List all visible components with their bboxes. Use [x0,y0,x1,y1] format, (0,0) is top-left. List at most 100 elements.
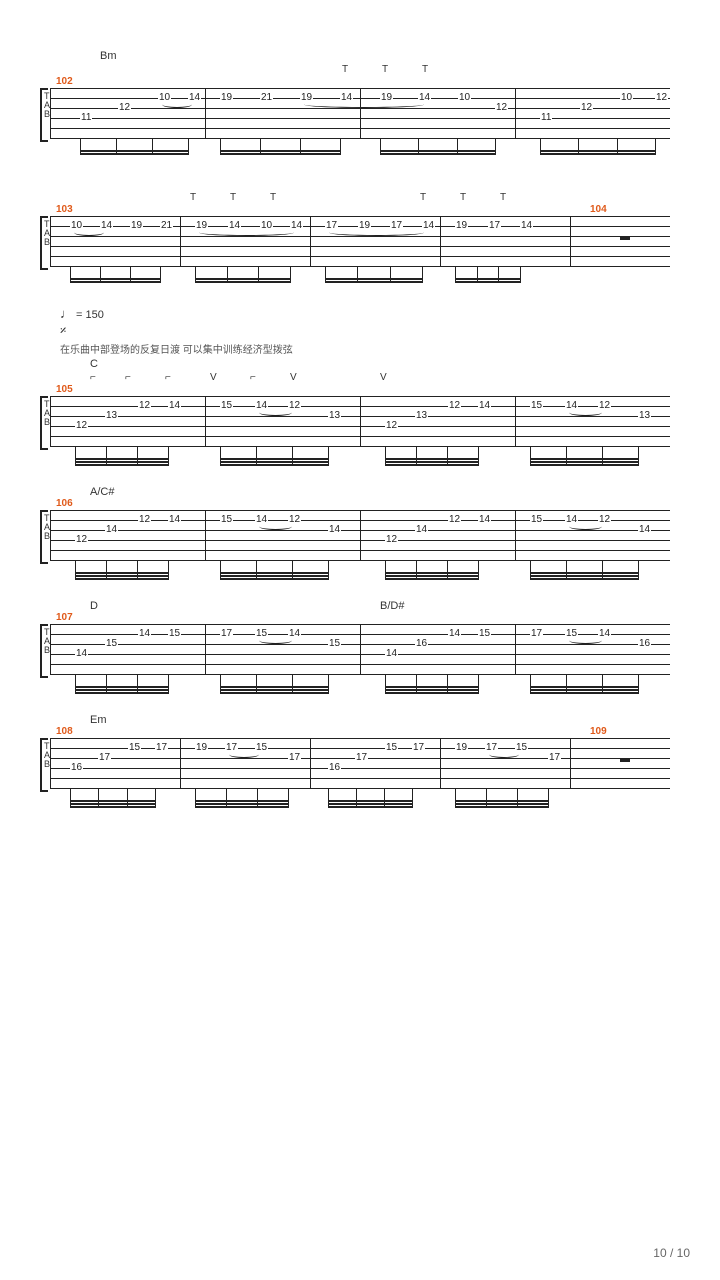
stem [137,560,138,580]
beam [455,806,548,808]
fret-number: 19 [220,93,233,103]
beam [220,572,328,574]
stem [80,138,81,155]
beam [70,803,155,805]
beam [385,464,478,466]
fret-number: 21 [260,93,273,103]
fret-number: 17 [155,743,168,753]
stem [168,446,169,466]
fret-number: 14 [638,525,651,535]
stem [137,674,138,694]
stem [328,446,329,466]
beam [70,806,155,808]
slur-arc [304,101,424,108]
stem [75,560,76,580]
technique-mark: T [460,192,466,203]
technique-mark: T [382,64,388,75]
stem [530,674,531,694]
stem [155,788,156,808]
beam [530,464,638,466]
beam [70,281,160,283]
technique-mark: ⌐ [90,372,96,383]
chord-row: Em [50,714,670,728]
fret-number: 14 [415,525,428,535]
slur-arc [162,101,192,108]
technique-mark: T [500,192,506,203]
slur-arc [569,523,602,530]
fret-number: 15 [478,629,491,639]
technique-mark: T [190,192,196,203]
stem [70,266,71,283]
stem [478,560,479,580]
beam [75,689,168,691]
beam [325,281,422,283]
staff: TAB10714151415171514151416141517151416 [50,614,670,684]
beam [195,803,288,805]
fret-number: 17 [355,753,368,763]
stem [447,446,448,466]
stem [292,560,293,580]
stem [227,266,228,283]
beam [325,278,422,280]
stem [130,266,131,283]
stem [356,788,357,808]
fret-number: 15 [128,743,141,753]
slur-arc [329,229,424,236]
fret-number: 14 [448,629,461,639]
stem [220,674,221,694]
slur-arc [259,409,292,416]
beam [75,458,168,460]
beam [75,575,168,577]
beam [385,686,478,688]
beam [530,686,638,688]
fret-number: 17 [412,743,425,753]
chord-symbol: B/D# [380,600,404,612]
tab-clef: TAB [44,400,49,427]
stem [530,560,531,580]
fret-number: 11 [80,113,92,123]
rest-symbol: ▬ [620,232,630,243]
stem [256,674,257,694]
stem [638,446,639,466]
stem [290,266,291,283]
beam [220,578,328,580]
beam [540,150,655,152]
fret-number: 12 [655,93,668,103]
slur-arc [199,229,294,236]
tab-system: DB/D#TAB10714151415171514151416141517151… [50,600,670,684]
beam [80,153,188,155]
beam [75,572,168,574]
tab-clef: TAB [44,514,49,541]
measure-number: 107 [56,612,73,623]
beam [195,278,290,280]
stem [602,674,603,694]
stem [328,674,329,694]
beam [530,689,638,691]
fret-number: 15 [105,639,118,649]
stem [416,560,417,580]
stem [188,138,189,155]
measure-number: 105 [56,384,73,395]
stem [288,788,289,808]
stem [455,266,456,283]
fret-number: 10 [458,93,471,103]
fret-number: 15 [385,743,398,753]
fret-number: 10 [620,93,633,103]
fret-number: 13 [415,411,428,421]
stem [447,560,448,580]
fret-number: 15 [530,515,543,525]
stem [477,266,478,283]
beam [380,153,495,155]
beam [530,575,638,577]
beam [75,578,168,580]
fret-number: 12 [580,103,593,113]
fret-number: 16 [328,763,341,773]
beam [220,153,340,155]
stem [168,674,169,694]
stem [478,446,479,466]
fret-number: 13 [638,411,651,421]
fret-number: 17 [530,629,543,639]
fret-number: 15 [220,515,233,525]
beam [385,578,478,580]
staff: TAB10211121014192119141914101211121012 [50,78,670,148]
